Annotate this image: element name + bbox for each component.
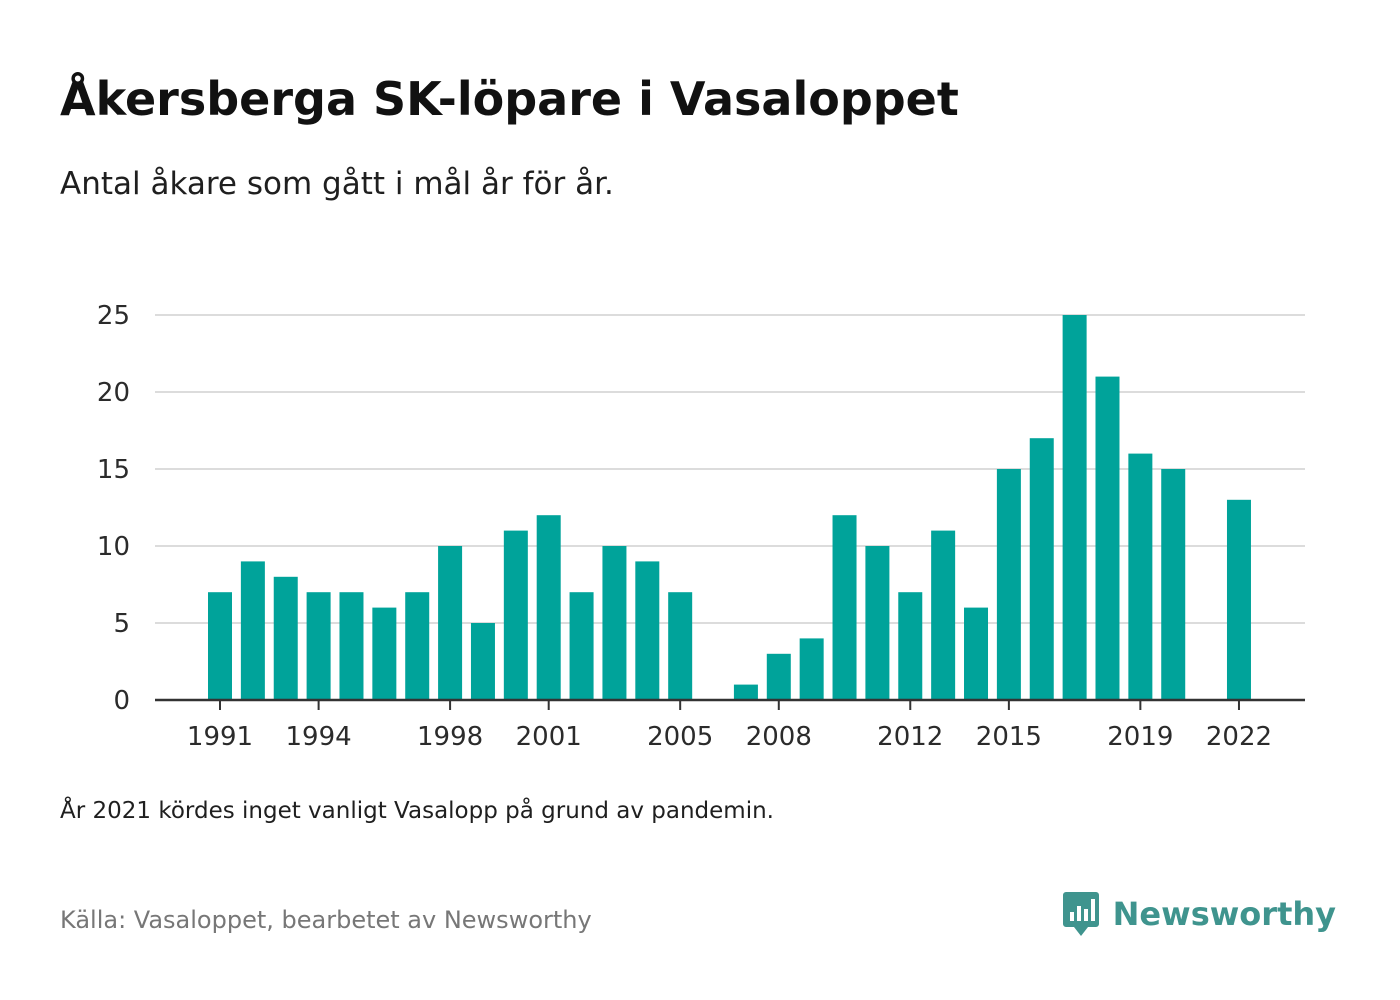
bar-2007 (733, 684, 758, 700)
x-tick-label: 1998 (417, 722, 483, 752)
bar-2018 (1095, 376, 1120, 700)
bar-2002 (569, 592, 594, 700)
bar-2017 (1062, 315, 1087, 700)
x-tick-label: 1994 (286, 722, 352, 752)
bar-1997 (405, 592, 430, 700)
chart-title: Åkersberga SK-löpare i Vasaloppet (60, 72, 959, 126)
bar-1991 (208, 592, 232, 700)
x-tick-label: 2022 (1206, 722, 1272, 752)
axes: 0 5 10 15 20 25 1991 1994 1998 2001 2005 2008 2012 20… (97, 301, 1305, 752)
bar-1995 (339, 592, 364, 700)
bar-1992 (240, 561, 265, 700)
x-tick-label: 2015 (976, 722, 1042, 752)
bar-2009 (799, 638, 824, 700)
y-tick-label: 0 (113, 686, 130, 716)
x-tick-label: 2019 (1107, 722, 1173, 752)
y-tick-label: 20 (97, 378, 130, 408)
bar-2013 (931, 530, 956, 700)
x-tick-label: 2005 (647, 722, 713, 752)
bar-1998 (438, 546, 463, 700)
chart-subtitle: Antal åkare som gått i mål år för år. (60, 166, 614, 202)
y-tick-label: 15 (97, 455, 130, 485)
bar-2016 (1029, 438, 1054, 700)
bar-2011 (865, 546, 890, 700)
y-tick-label: 10 (97, 532, 130, 562)
brand-logo: Newsworthy (1061, 890, 1336, 938)
bar-2014 (964, 607, 989, 700)
bars (208, 315, 1251, 700)
bar-2000 (503, 530, 528, 700)
bar-2008 (766, 653, 791, 700)
bar-2020 (1161, 469, 1186, 700)
chart-note: År 2021 kördes inget vanligt Vasalopp på… (60, 798, 774, 824)
bar-1999 (470, 623, 495, 700)
brand-name: Newsworthy (1112, 895, 1336, 933)
bar-2019 (1128, 453, 1153, 700)
x-tick-label: 2001 (516, 722, 582, 752)
x-tick-label: 2012 (877, 722, 943, 752)
source-text: Källa: Vasaloppet, bearbetet av Newswort… (60, 906, 592, 934)
bar-2010 (832, 515, 857, 700)
y-tick-label: 5 (113, 609, 130, 639)
bar-1994 (306, 592, 331, 700)
bar-2001 (536, 515, 561, 700)
bar-2003 (602, 546, 627, 700)
y-tick-label: 25 (97, 301, 130, 331)
bar-2005 (668, 592, 693, 700)
bar-2015 (996, 469, 1021, 700)
bar-1993 (273, 576, 298, 700)
x-tick-label: 1991 (187, 722, 253, 752)
x-tick-label: 2008 (746, 722, 812, 752)
bar-2022 (1226, 499, 1251, 700)
bar-1996 (372, 607, 397, 700)
bar-2004 (635, 561, 660, 700)
newsworthy-logo-icon (1062, 892, 1099, 936)
bar-2012 (898, 592, 923, 700)
